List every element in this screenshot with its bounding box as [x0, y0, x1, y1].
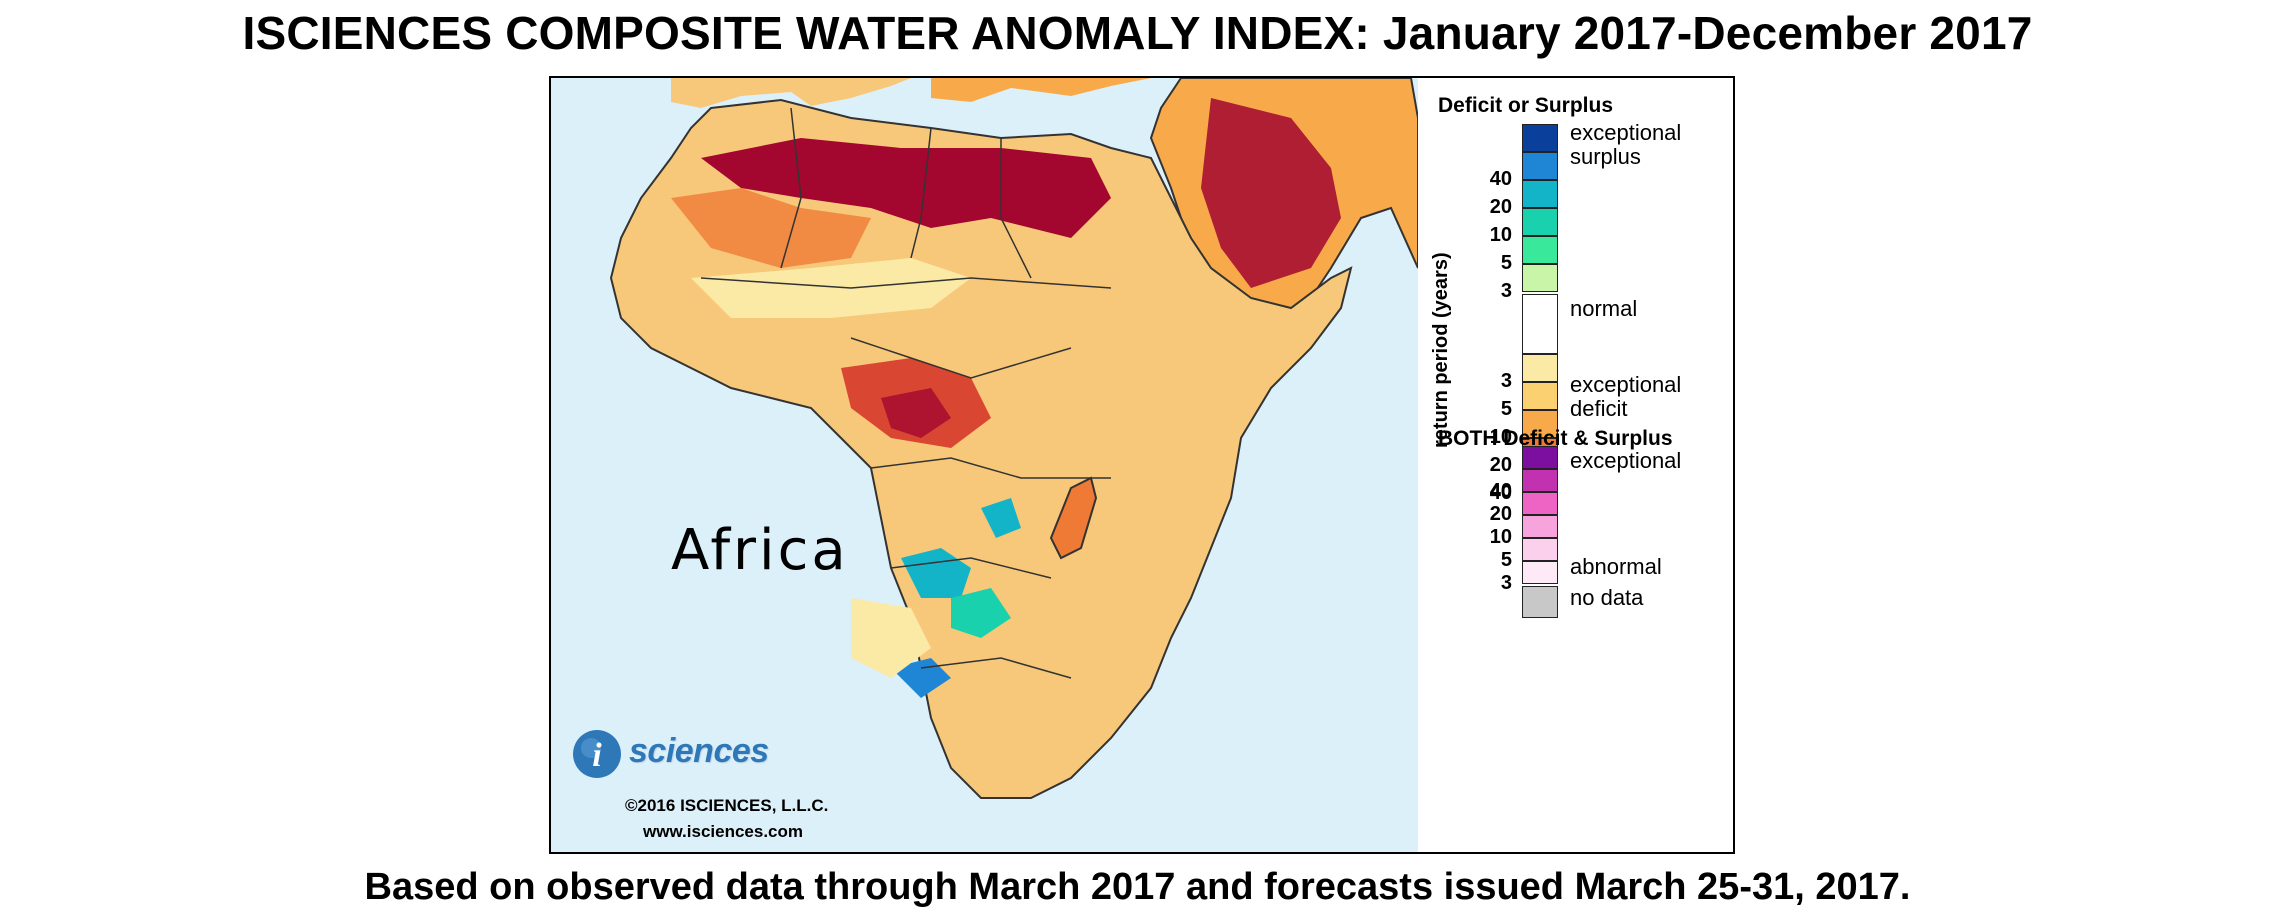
legend-deficit-swatch: [1522, 410, 1558, 438]
legend-both-tick: 10: [1489, 526, 1512, 548]
legend-surplus-swatch: [1522, 264, 1558, 292]
legend-surplus-swatch: [1522, 152, 1558, 180]
legend-exceptional-deficit-2: deficit: [1570, 396, 1628, 421]
southern-surplus-3: [891, 658, 951, 698]
europe-land: [671, 78, 911, 108]
kalahari-normal: [851, 598, 931, 678]
congo-deficit: [881, 388, 951, 438]
legend-both-swatch: [1522, 515, 1558, 538]
legend-surplus-swatch: [1522, 208, 1558, 236]
legend-both-tick: 40: [1489, 480, 1512, 502]
legend-deficit-surplus-heading: Deficit or Surplus: [1438, 94, 1614, 117]
legend-both-tick: 3: [1500, 572, 1512, 594]
page-title: ISCIENCES COMPOSITE WATER ANOMALY INDEX:…: [242, 7, 2033, 59]
sahel-normal: [691, 258, 971, 318]
legend-both-bottom: abnormal: [1570, 554, 1662, 579]
legend-surplus-tick: 5: [1500, 252, 1512, 274]
legend-deficit-tick: 20: [1489, 454, 1512, 476]
legend-normal-label: normal: [1570, 296, 1638, 321]
legend-surplus-swatch: [1522, 180, 1558, 208]
legend-deficit-swatch: [1522, 354, 1558, 382]
legend-both-swatch: [1522, 469, 1558, 492]
legend-both-tick: 5: [1500, 549, 1512, 571]
legend-no-data-swatch: [1522, 586, 1558, 618]
legend-no-data-label: no data: [1570, 585, 1644, 610]
east-surplus: [981, 498, 1021, 538]
logo-copyright: ©2016 ISCIENCES, L.L.C.: [625, 796, 829, 815]
legend-axis-label: return period (years): [1430, 252, 1452, 448]
logo-url: www.isciences.com: [643, 822, 803, 841]
legend-both-swatch: [1522, 561, 1558, 584]
page-subtitle: Based on observed data through March 201…: [364, 866, 1911, 908]
legend-deficit-tick: 3: [1500, 370, 1512, 392]
legend-both-tick: 20: [1489, 503, 1512, 525]
legend-surplus-swatch: [1522, 236, 1558, 264]
legend-both-swatch: [1522, 538, 1558, 561]
legend-deficit-tick: 40: [1489, 482, 1512, 504]
country-borders: [700, 107, 1112, 679]
logo-mark-glyph: i: [592, 737, 602, 774]
southern-surplus-2: [951, 588, 1011, 638]
legend-both-swatch: [1522, 492, 1558, 515]
sahara-deficit-light: [671, 188, 871, 268]
legend-deficit-tick: 10: [1489, 426, 1512, 448]
legend-normal-swatch: [1522, 294, 1558, 354]
legend-deficit-tick: 5: [1500, 398, 1512, 420]
legend-both-heading: BOTH Deficit & Surplus: [1438, 427, 1673, 450]
legend-both-top: exceptional: [1570, 448, 1682, 473]
isciences-logo: i sciences ©2016 ISCIENCES, L.L.C. www.i…: [571, 728, 831, 843]
legend-surplus-tick: 20: [1489, 196, 1512, 218]
map-frame: Africa i sciences ©2016 ISCIENCES, L.L.C…: [549, 76, 1735, 854]
logo-mark-icon: i: [573, 730, 621, 778]
legend-exceptional-deficit-1: exceptional: [1570, 372, 1682, 397]
legend-both-swatch: [1522, 446, 1558, 469]
legend-surplus-tick: 3: [1500, 280, 1512, 302]
africa-map: [551, 78, 1418, 852]
region-label: Africa: [671, 518, 849, 583]
legend-exceptional-surplus-1: exceptional: [1570, 120, 1682, 145]
logo-wordmark: sciences: [629, 732, 769, 770]
legend: Deficit or Surplus return period (years)…: [1418, 78, 1733, 852]
arabia-deficit: [1201, 98, 1341, 288]
sahara-deficit: [701, 138, 1111, 238]
legend-surplus-swatch: [1522, 124, 1558, 152]
europe-land-east: [931, 78, 1151, 102]
legend-deficit-swatch: [1522, 382, 1558, 410]
legend-exceptional-surplus-2: surplus: [1570, 144, 1641, 169]
legend-surplus-tick: 10: [1489, 224, 1512, 246]
legend-surplus-tick: 40: [1489, 168, 1512, 190]
